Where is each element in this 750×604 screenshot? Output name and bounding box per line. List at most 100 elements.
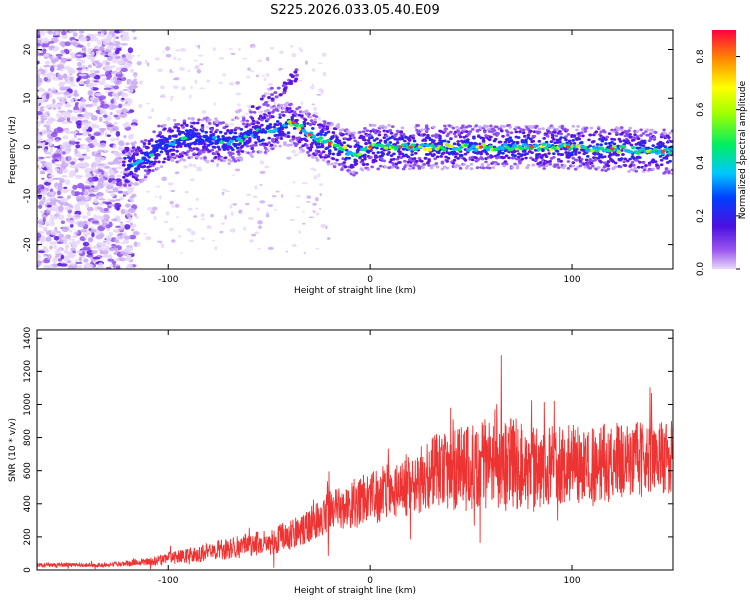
y-tick-label: -20 xyxy=(23,237,33,252)
ridge-blob xyxy=(325,146,330,150)
noise-blob xyxy=(290,149,297,154)
ridge-blob xyxy=(319,152,324,155)
ridge-blob xyxy=(149,138,154,142)
noise-blob xyxy=(213,101,216,107)
ridge-blob xyxy=(146,159,150,163)
ridge-blob xyxy=(235,116,240,120)
ridge-blob xyxy=(250,147,255,151)
noise-blob xyxy=(83,233,88,239)
noise-blob xyxy=(106,85,113,88)
ridge-blob xyxy=(272,125,276,129)
noise-blob xyxy=(39,30,46,36)
ridge-blob xyxy=(599,160,603,164)
noise-blob xyxy=(138,103,143,109)
ridge-blob xyxy=(355,141,360,145)
noise-blob xyxy=(42,254,48,257)
ridge-blob xyxy=(398,160,402,164)
noise-blob xyxy=(244,150,248,154)
noise-blob xyxy=(199,63,204,66)
spectrogram-ylabel: Frequency (Hz) xyxy=(8,116,18,184)
ridge-blob xyxy=(537,152,542,156)
noise-blob xyxy=(54,103,61,108)
ridge-blob xyxy=(326,155,331,158)
noise-blob xyxy=(230,52,236,55)
ridge-blob xyxy=(648,137,653,141)
noise-blob xyxy=(76,123,82,129)
ridge-blob xyxy=(485,152,490,156)
noise-blob xyxy=(105,240,112,245)
wisp-blob xyxy=(273,91,278,95)
noise-blob xyxy=(75,120,83,126)
ridge-blob xyxy=(619,126,624,129)
ridge-blob xyxy=(615,131,619,135)
ridge-blob xyxy=(279,137,284,140)
ridge-blob xyxy=(559,136,563,140)
ridge-blob xyxy=(599,153,603,157)
ridge-blob xyxy=(200,118,205,122)
ridge-blob xyxy=(301,148,305,152)
ridge-blob xyxy=(595,143,600,146)
noise-blob xyxy=(60,254,65,260)
ridge-core xyxy=(216,137,222,142)
ridge-core xyxy=(534,143,539,148)
noise-blob xyxy=(71,189,75,196)
ridge-blob xyxy=(344,132,349,136)
noise-blob xyxy=(86,206,94,212)
noise-blob xyxy=(45,156,52,159)
ridge-core xyxy=(594,149,600,153)
ridge-blob xyxy=(403,159,407,163)
ridge-blob xyxy=(330,162,334,166)
ridge-blob xyxy=(307,154,311,157)
y-tick-label: 1000 xyxy=(23,393,33,416)
ridge-blob xyxy=(504,154,509,158)
ridge-blob xyxy=(485,125,490,128)
noise-blob xyxy=(232,174,235,177)
ridge-core xyxy=(170,142,176,146)
ridge-blob xyxy=(317,142,321,146)
ridge-blob xyxy=(610,140,614,144)
ridge-blob xyxy=(226,148,230,151)
noise-blob xyxy=(64,206,73,211)
ridge-blob xyxy=(212,146,217,149)
ridge-blob xyxy=(331,131,336,134)
ridge-blob xyxy=(369,155,373,159)
ridge-blob xyxy=(303,118,308,122)
noise-blob xyxy=(249,239,254,243)
noise-blob xyxy=(29,76,36,80)
noise-blob xyxy=(118,92,122,96)
noise-blob xyxy=(87,247,91,251)
ridge-blob xyxy=(335,158,339,162)
noise-blob xyxy=(54,92,62,95)
ridge-blob xyxy=(372,138,377,142)
ridge-blob xyxy=(619,128,624,131)
ridge-core xyxy=(456,148,462,152)
noise-blob xyxy=(237,108,243,112)
ridge-core xyxy=(211,135,217,140)
ridge-blob xyxy=(154,156,159,160)
noise-blob xyxy=(292,243,297,248)
noise-blob xyxy=(110,191,116,197)
ridge-blob xyxy=(280,110,285,114)
noise-blob xyxy=(228,47,234,50)
noise-blob xyxy=(91,185,95,188)
ridge-core xyxy=(420,143,426,147)
ridge-blob xyxy=(495,125,499,129)
ridge-blob xyxy=(348,145,353,149)
ridge-core xyxy=(519,146,525,151)
ridge-blob xyxy=(215,128,219,132)
noise-blob xyxy=(109,264,114,267)
noise-blob xyxy=(258,225,262,229)
ridge-blob xyxy=(630,160,635,164)
ridge-blob xyxy=(410,153,414,157)
ridge-blob xyxy=(275,140,280,144)
noise-blob xyxy=(90,114,98,121)
noise-blob xyxy=(78,73,87,77)
noise-blob xyxy=(219,150,223,153)
noise-blob xyxy=(94,70,100,74)
ridge-core xyxy=(248,130,254,135)
ridge-blob xyxy=(581,134,585,138)
noise-blob xyxy=(254,185,258,190)
ridge-blob xyxy=(281,106,286,110)
ridge-blob xyxy=(652,138,657,141)
ridge-blob xyxy=(323,120,327,124)
